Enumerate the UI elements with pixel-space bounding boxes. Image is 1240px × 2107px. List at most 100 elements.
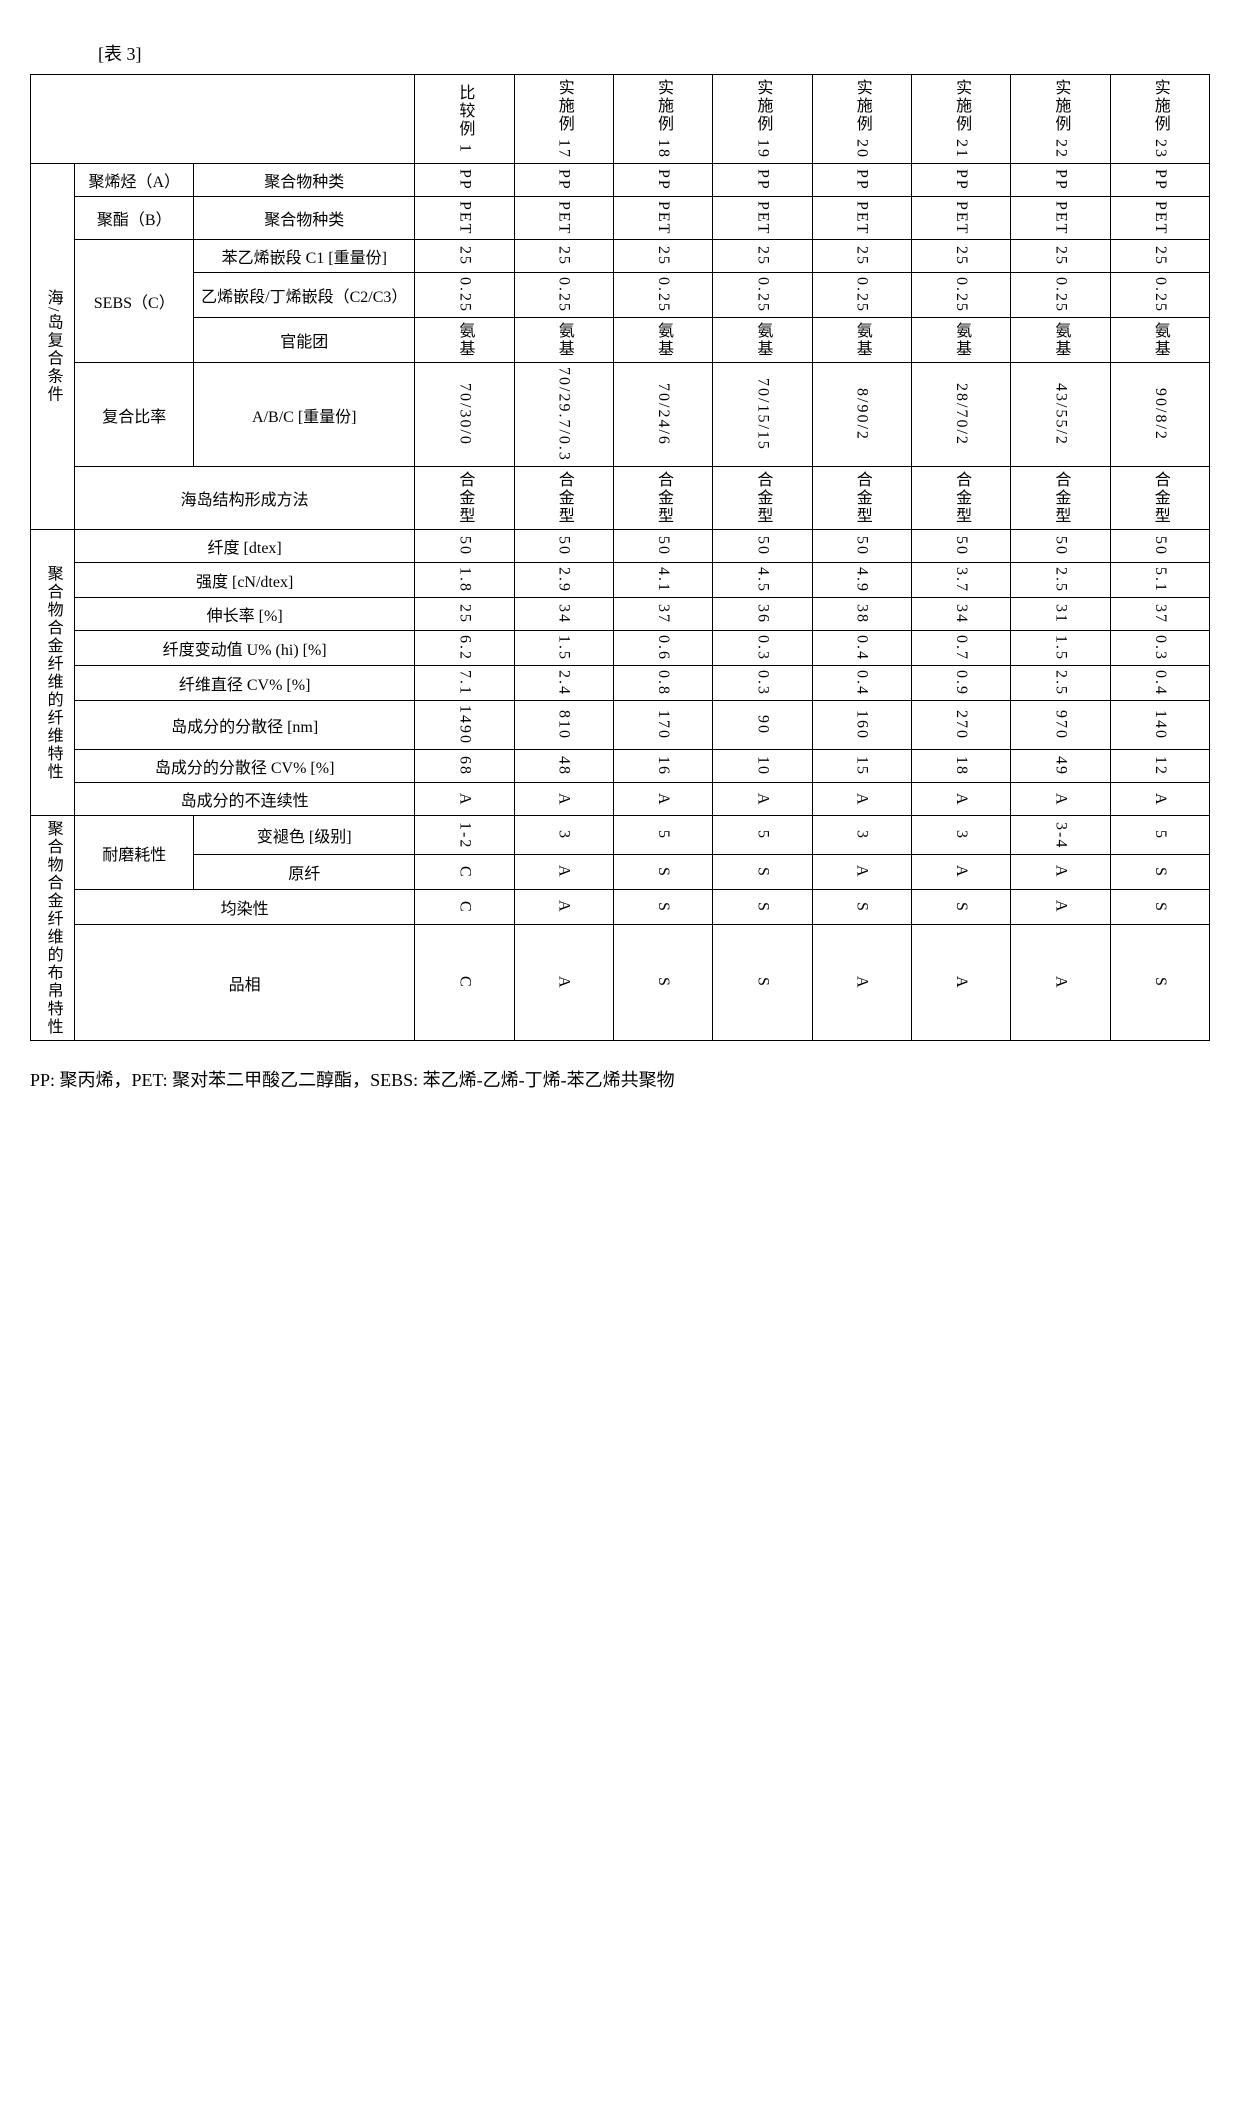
data-cell: 0.25 xyxy=(713,273,812,318)
data-cell: 25 xyxy=(613,240,712,273)
data-cell: A xyxy=(911,783,1010,816)
data-cell: 4.1 xyxy=(613,563,712,598)
table-row: SEBS（C） 苯乙烯嵌段 C1 [重量份] 25 25 25 25 25 25… xyxy=(31,240,1210,273)
data-cell: 合金型 xyxy=(1110,467,1209,530)
data-cell: S xyxy=(613,855,712,890)
data-cell: 34 xyxy=(514,598,613,631)
data-cell: PP xyxy=(1011,164,1110,197)
row-label: 聚合物种类 xyxy=(194,197,415,240)
data-cell: 38 xyxy=(812,598,911,631)
data-cell: 50 xyxy=(613,530,712,563)
table-row: 聚合物合金纤维的纤维特性 纤度 [dtex] 50 50 50 50 50 50… xyxy=(31,530,1210,563)
data-cell: PP xyxy=(1110,164,1209,197)
data-cell: 0.4 xyxy=(1110,666,1209,701)
table-title: [表 3] xyxy=(98,40,1210,66)
data-cell: 0.25 xyxy=(1110,273,1209,318)
data-cell: 氨基 xyxy=(911,318,1010,363)
data-cell: 1490 xyxy=(415,701,514,750)
data-cell: PET xyxy=(1011,197,1110,240)
data-cell: S xyxy=(812,890,911,925)
data-cell: 氨基 xyxy=(415,318,514,363)
data-cell: 25 xyxy=(415,598,514,631)
data-cell: 37 xyxy=(1110,598,1209,631)
data-cell: 0.25 xyxy=(812,273,911,318)
row-label: 纤维直径 CV% [%] xyxy=(75,666,415,701)
data-cell: 氨基 xyxy=(812,318,911,363)
data-cell: 4.5 xyxy=(713,563,812,598)
data-cell: 0.25 xyxy=(911,273,1010,318)
data-cell: 25 xyxy=(1011,240,1110,273)
data-cell: PET xyxy=(812,197,911,240)
data-cell: 4.9 xyxy=(812,563,911,598)
table-row: 岛成分的不连续性 A A A A A A A A xyxy=(31,783,1210,816)
col-header: 实施例 17 xyxy=(514,75,613,164)
table-row: 纤度变动值 U% (hi) [%] 6.2 1.5 0.6 0.3 0.4 0.… xyxy=(31,631,1210,666)
data-cell: A xyxy=(514,890,613,925)
data-cell: 31 xyxy=(1011,598,1110,631)
data-cell: C xyxy=(415,925,514,1041)
data-cell: 0.3 xyxy=(1110,631,1209,666)
data-cell: 70/24/6 xyxy=(613,363,712,467)
data-cell: 1-2 xyxy=(415,816,514,855)
data-cell: 37 xyxy=(613,598,712,631)
data-cell: 5 xyxy=(713,816,812,855)
data-cell: 8/90/2 xyxy=(812,363,911,467)
data-cell: 0.8 xyxy=(613,666,712,701)
data-cell: 5.1 xyxy=(1110,563,1209,598)
data-cell: 170 xyxy=(613,701,712,750)
data-cell: 28/70/2 xyxy=(911,363,1010,467)
data-cell: 12 xyxy=(1110,750,1209,783)
data-cell: 1.5 xyxy=(1011,631,1110,666)
data-cell: A xyxy=(812,855,911,890)
col-header: 实施例 23 xyxy=(1110,75,1209,164)
data-cell: 25 xyxy=(514,240,613,273)
row-label: 岛成分的不连续性 xyxy=(75,783,415,816)
data-cell: 合金型 xyxy=(812,467,911,530)
row-label: 岛成分的分散径 CV% [%] xyxy=(75,750,415,783)
data-cell: 50 xyxy=(1110,530,1209,563)
table-row: 均染性 C A S S S S A S xyxy=(31,890,1210,925)
data-cell: 25 xyxy=(911,240,1010,273)
data-cell: 49 xyxy=(1011,750,1110,783)
data-cell: 合金型 xyxy=(415,467,514,530)
data-cell: 合金型 xyxy=(514,467,613,530)
data-cell: PET xyxy=(911,197,1010,240)
data-cell: 70/29.7/0.3 xyxy=(514,363,613,467)
data-cell: 7.1 xyxy=(415,666,514,701)
data-cell: 70/15/15 xyxy=(713,363,812,467)
table-header-row: 比较例 1 实施例 17 实施例 18 实施例 19 实施例 20 实施例 21… xyxy=(31,75,1210,164)
data-cell: S xyxy=(713,855,812,890)
data-cell: 氨基 xyxy=(514,318,613,363)
data-cell: 3.7 xyxy=(911,563,1010,598)
data-cell: S xyxy=(613,890,712,925)
table-row: 聚酯（B） 聚合物种类 PET PET PET PET PET PET PET … xyxy=(31,197,1210,240)
data-cell: S xyxy=(713,890,812,925)
data-cell: PET xyxy=(514,197,613,240)
row-label: 聚合物种类 xyxy=(194,164,415,197)
data-cell: 18 xyxy=(911,750,1010,783)
col-header: 实施例 18 xyxy=(613,75,712,164)
row-label: 均染性 xyxy=(75,890,415,925)
data-cell: S xyxy=(1110,925,1209,1041)
row-label: 原纤 xyxy=(194,855,415,890)
data-cell: 50 xyxy=(911,530,1010,563)
data-cell: 34 xyxy=(911,598,1010,631)
data-cell: A xyxy=(812,783,911,816)
data-cell: 氨基 xyxy=(1011,318,1110,363)
data-cell: 970 xyxy=(1011,701,1110,750)
section-label: 聚合物合金纤维的纤维特性 xyxy=(31,530,75,816)
data-cell: PP xyxy=(415,164,514,197)
row-group-label: 耐磨耗性 xyxy=(75,816,194,890)
data-cell: 合金型 xyxy=(713,467,812,530)
data-cell: S xyxy=(1110,855,1209,890)
data-cell: 0.4 xyxy=(812,666,911,701)
data-cell: 0.6 xyxy=(613,631,712,666)
data-cell: 合金型 xyxy=(613,467,712,530)
data-cell: PP xyxy=(713,164,812,197)
data-cell: 2.9 xyxy=(514,563,613,598)
data-cell: A xyxy=(514,855,613,890)
data-cell: A xyxy=(514,925,613,1041)
col-header: 实施例 19 xyxy=(713,75,812,164)
row-label: 乙烯嵌段/丁烯嵌段（C2/C3） xyxy=(194,273,415,318)
data-cell: PP xyxy=(812,164,911,197)
